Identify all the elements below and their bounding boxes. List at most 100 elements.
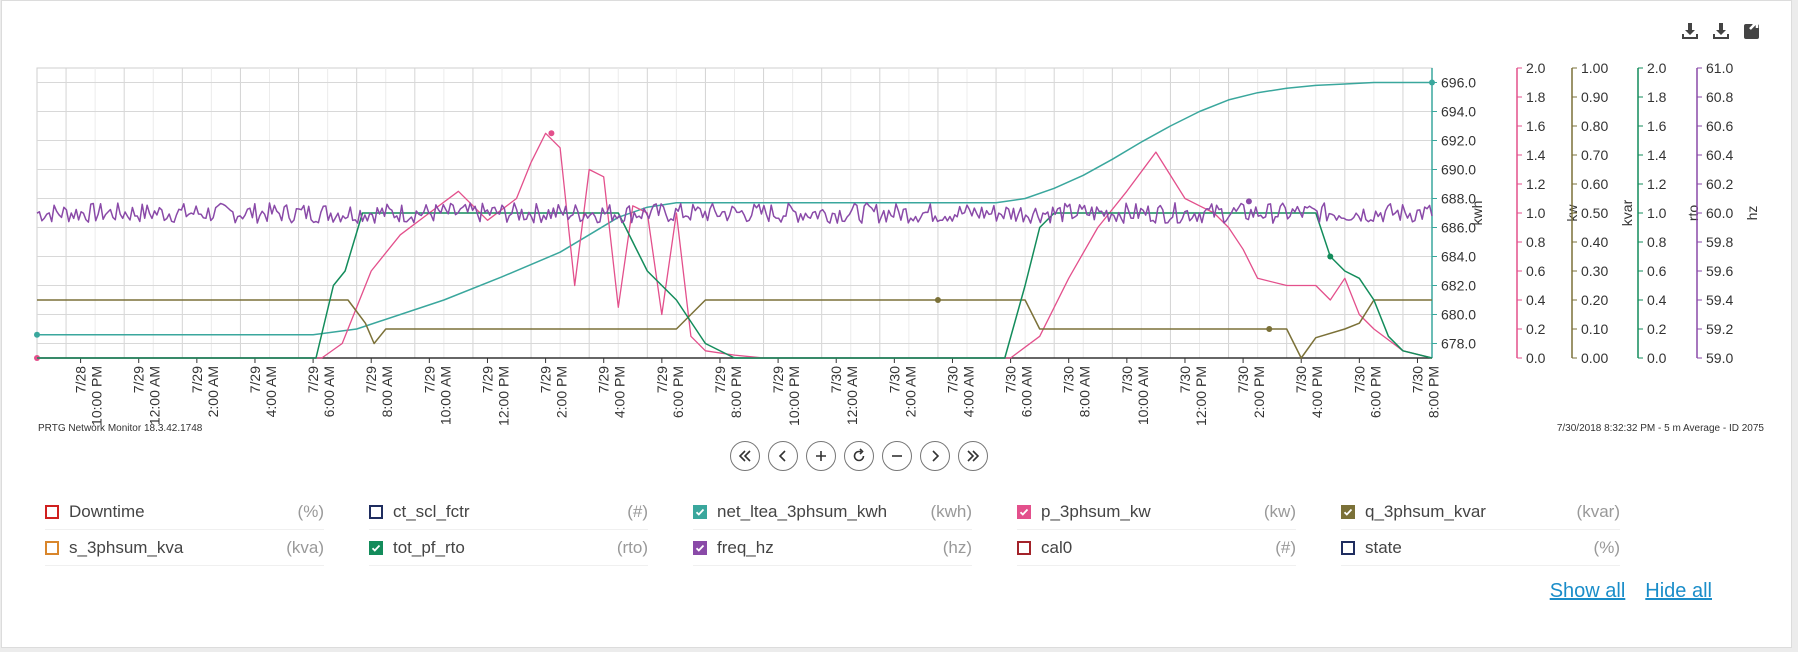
checkbox-icon[interactable] [45, 540, 59, 555]
y-tick-label: 1.4 [1647, 147, 1667, 163]
y-tick-label: 1.0 [1526, 205, 1546, 221]
footer-version: PRTG Network Monitor 18.3.42.1748 [38, 423, 203, 434]
series-marker [34, 331, 40, 338]
legend-item-s_3phsum_kva[interactable]: s_3phsum_kva (kva) [45, 530, 324, 566]
y-tick-label: 59.4 [1706, 292, 1733, 308]
y-tick-label: 60.0 [1706, 205, 1733, 221]
x-tick-label: 10:00 PM [786, 366, 802, 426]
legend-label: q_3phsum_kvar [1365, 501, 1486, 521]
series-line-q_3phsum_kvar [37, 299, 1432, 359]
checkbox-icon[interactable] [45, 504, 59, 519]
checkbox-icon[interactable] [369, 504, 383, 519]
x-tick-label: 2:00 PM [554, 366, 570, 418]
y-tick-label: 0.20 [1581, 292, 1608, 308]
legend-unit: (%) [297, 501, 324, 521]
y-tick-label: 0.8 [1526, 234, 1546, 250]
checkbox-icon[interactable] [1341, 540, 1355, 555]
legend-label: p_3phsum_kw [1041, 501, 1151, 521]
legend-item-tot_pf_rto[interactable]: tot_pf_rto (rto) [369, 530, 648, 566]
legend-item-state[interactable]: state (%) [1341, 530, 1620, 566]
x-tick-label: 8:00 AM [379, 366, 395, 417]
y-tick-label: 0.4 [1526, 292, 1546, 308]
legend-unit: (kvar) [1576, 501, 1620, 521]
legend-unit: (kva) [286, 537, 324, 557]
legend-item-ct_scl_fctr[interactable]: ct_scl_fctr (#) [369, 494, 648, 530]
legend-item-freq_hz[interactable]: freq_hz (hz) [693, 530, 972, 566]
x-tick-label: 10:00 AM [437, 366, 453, 425]
x-tick-label: 7/29 [479, 366, 495, 393]
y-tick-label: 0.4 [1647, 292, 1667, 308]
x-tick-label: 7/29 [131, 366, 147, 393]
y-tick-label: 0.6 [1647, 263, 1667, 279]
y-tick-label: 1.8 [1526, 89, 1546, 105]
legend-item-cal0[interactable]: cal0 (#) [1017, 530, 1296, 566]
x-tick-label: 7/29 [712, 366, 728, 393]
x-tick-label: 2:00 AM [902, 366, 918, 417]
legend-item-q_3phsum_kvar[interactable]: q_3phsum_kvar (kvar) [1341, 494, 1620, 530]
legend-item-net_ltea_3phsum_kwh[interactable]: net_ltea_3phsum_kwh (kwh) [693, 494, 972, 530]
y-tick-label: 0.90 [1581, 89, 1608, 105]
legend-item-downtime[interactable]: Downtime (%) [45, 494, 324, 530]
y-tick-label: 1.0 [1647, 205, 1667, 221]
legend-label: tot_pf_rto [393, 537, 465, 557]
x-tick-label: 12:00 PM [495, 366, 511, 426]
series-marker [1245, 198, 1252, 205]
x-tick-label: 7/30 [828, 366, 844, 393]
legend-item-p_3phsum_kw[interactable]: p_3phsum_kw (kw) [1017, 494, 1296, 530]
legend-unit: (#) [627, 501, 648, 521]
zoom-out-icon[interactable] [882, 441, 912, 471]
series-marker [1429, 79, 1435, 86]
hide-all-link[interactable]: Hide all [1645, 580, 1712, 602]
x-tick-label: 4:00 AM [960, 366, 976, 417]
y-tick-label: 1.00 [1581, 60, 1608, 76]
checkbox-icon[interactable] [1341, 504, 1355, 519]
first-icon[interactable] [730, 441, 760, 471]
download-icon[interactable] [1679, 20, 1701, 42]
next-icon[interactable] [920, 441, 950, 471]
series-line-freq_hz [36, 202, 1433, 224]
show-all-link[interactable]: Show all [1549, 580, 1626, 602]
y-axis-label: hz [1744, 206, 1760, 221]
x-tick-label: 6:00 PM [1367, 366, 1383, 418]
y-tick-label: 0.70 [1581, 147, 1608, 163]
chart-toolbar [1679, 20, 1763, 42]
x-tick-label: 4:00 AM [263, 366, 279, 417]
reset-icon[interactable] [844, 441, 874, 471]
checkbox-icon[interactable] [1017, 504, 1031, 519]
y-tick-label: 1.8 [1647, 89, 1667, 105]
legend-label: s_3phsum_kva [69, 537, 184, 557]
legend-unit: (kw) [1263, 501, 1296, 521]
x-tick-label: 7/29 [654, 366, 670, 393]
x-tick-label: 6:00 PM [670, 366, 686, 418]
y-tick-label: 60.2 [1706, 176, 1733, 192]
x-tick-label: 10:00 PM [89, 366, 105, 426]
x-tick-label: 7/28 [73, 366, 89, 393]
previous-icon[interactable] [768, 441, 798, 471]
x-tick-label: 7/29 [538, 366, 554, 393]
checkbox-icon[interactable] [693, 540, 707, 555]
checkbox-icon[interactable] [693, 504, 707, 519]
series-marker [1266, 326, 1273, 332]
x-tick-label: 7/29 [305, 366, 321, 393]
checkbox-icon[interactable] [1017, 540, 1031, 555]
expand-icon[interactable] [1741, 20, 1763, 42]
download-icon[interactable] [1710, 20, 1732, 42]
y-tick-label: 0.2 [1647, 321, 1667, 337]
legend-links: Show all Hide all [1550, 580, 1712, 603]
y-tick-label: 0.10 [1581, 321, 1608, 337]
zoom-in-icon[interactable] [806, 441, 836, 471]
y-tick-label: 61.0 [1706, 60, 1733, 76]
legend-unit: (#) [1275, 537, 1296, 557]
y-tick-label: 2.0 [1526, 60, 1546, 76]
checkbox-icon[interactable] [369, 540, 383, 555]
x-tick-label: 7/29 [770, 366, 786, 393]
y-tick-label: 59.2 [1706, 321, 1733, 337]
line-chart: 7/28 10:00 PM 7/29 12:00 AM 7/29 2:00 AM 7/29 4… [34, 60, 1760, 426]
x-tick-label: 7/30 [886, 366, 902, 393]
x-tick-label: 7/30 [1177, 366, 1193, 393]
x-tick-label: 7/30 [1409, 366, 1425, 393]
x-tick-label: 7/29 [596, 366, 612, 393]
y-tick-label: 688.0 [1441, 191, 1476, 207]
x-tick-label: 12:00 PM [1193, 366, 1209, 426]
last-icon[interactable] [958, 441, 988, 471]
